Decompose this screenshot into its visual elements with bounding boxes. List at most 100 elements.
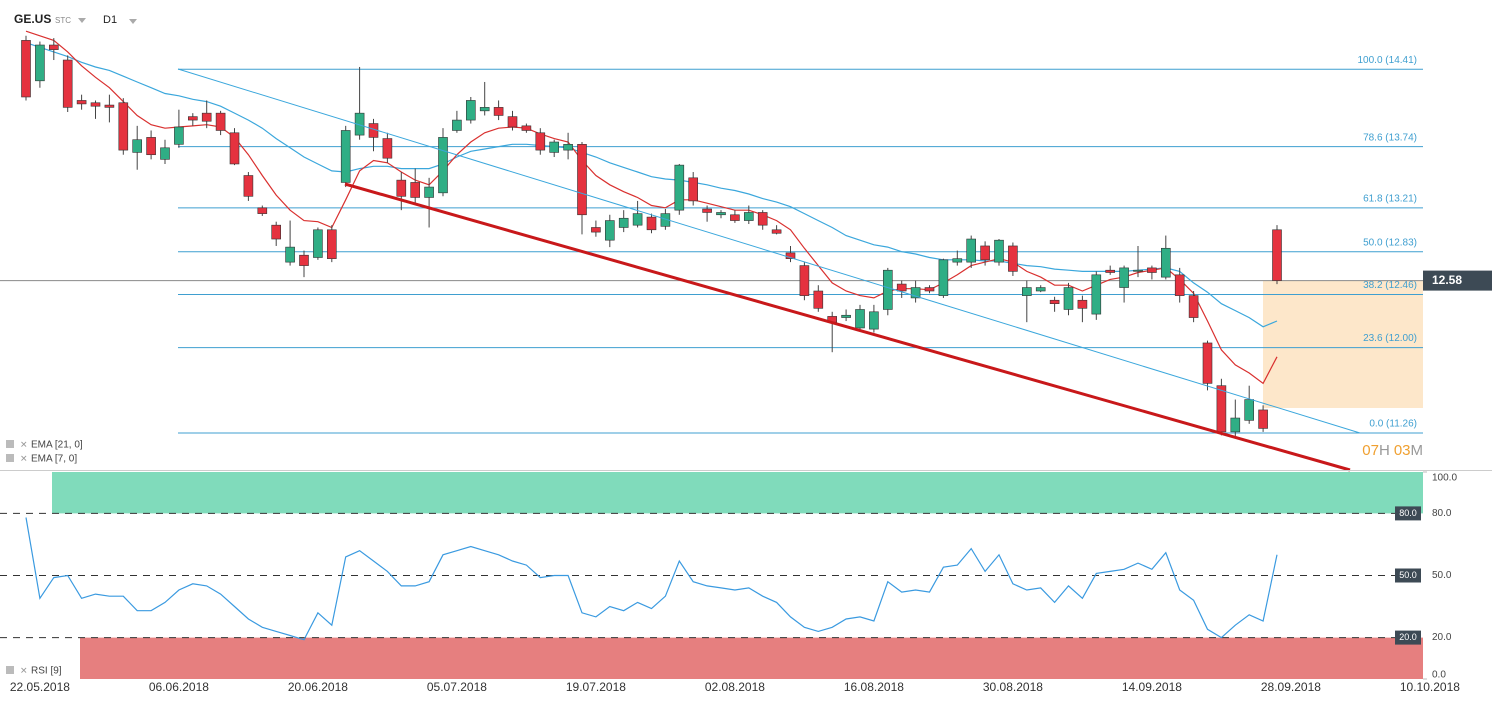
legend-icon[interactable] bbox=[6, 440, 14, 448]
candle-body bbox=[896, 283, 907, 292]
fib-label: 23.6 (12.00) bbox=[1363, 333, 1417, 344]
countdown-unit: M bbox=[1411, 442, 1424, 459]
close-icon[interactable]: ✕ bbox=[20, 439, 28, 449]
x-tick-label: 16.08.2018 bbox=[844, 680, 904, 694]
candle-body bbox=[1258, 409, 1268, 429]
candle-body bbox=[646, 216, 657, 231]
x-tick-label: 14.09.2018 bbox=[1122, 680, 1182, 694]
candle-body bbox=[340, 130, 351, 183]
candle-body bbox=[438, 137, 448, 194]
candle-body bbox=[1272, 229, 1282, 281]
legend-icon[interactable] bbox=[6, 454, 14, 462]
countdown-minutes: 03 bbox=[1394, 442, 1411, 459]
rsi-line bbox=[25, 517, 1278, 641]
y-tick-label: 80.0 bbox=[1432, 508, 1452, 519]
candle-body bbox=[855, 309, 865, 329]
candle-body bbox=[132, 139, 142, 153]
candle-body bbox=[869, 311, 879, 330]
x-tick-label: 05.07.2018 bbox=[427, 680, 487, 694]
candle-body bbox=[1008, 245, 1018, 272]
candle-body bbox=[48, 44, 59, 50]
candle-body bbox=[215, 112, 226, 131]
fib-label: 78.6 (13.74) bbox=[1363, 132, 1417, 143]
y-tick-label: 20.0 bbox=[1432, 632, 1452, 643]
symbol[interactable]: GE.US bbox=[14, 12, 51, 26]
candle-body bbox=[90, 102, 101, 107]
y-tick-label: 0.0 bbox=[1432, 670, 1446, 681]
fib-label: 61.8 (13.21) bbox=[1363, 193, 1417, 204]
x-tick-label: 10.10.2018 bbox=[1400, 680, 1460, 694]
fib-label: 0.0 (11.26) bbox=[1369, 419, 1417, 430]
rsi-zone bbox=[80, 637, 1423, 679]
fib-label: 38.2 (12.46) bbox=[1363, 280, 1417, 291]
candle-body bbox=[952, 258, 963, 263]
candle-body bbox=[1147, 267, 1157, 273]
candle-body bbox=[910, 287, 921, 299]
level-badge-label: 20.0 bbox=[1399, 632, 1417, 642]
candle-body bbox=[966, 238, 977, 263]
candle-body bbox=[563, 144, 573, 151]
candle-body bbox=[771, 229, 782, 234]
x-tick-label: 30.08.2018 bbox=[983, 680, 1043, 694]
trend-line bbox=[177, 68, 1361, 434]
candle-body bbox=[465, 100, 476, 121]
price-marks bbox=[21, 35, 1282, 438]
candle-body bbox=[716, 212, 726, 216]
candle-body bbox=[452, 119, 462, 131]
candle-body bbox=[326, 229, 337, 259]
candle-body bbox=[1244, 399, 1254, 421]
candle-body bbox=[1035, 287, 1046, 292]
candle-body bbox=[882, 269, 893, 310]
close-icon[interactable]: ✕ bbox=[20, 453, 28, 463]
instrument-type[interactable]: STC bbox=[55, 16, 71, 25]
candle-body bbox=[549, 141, 560, 153]
candle-body bbox=[1216, 385, 1227, 433]
candle-body bbox=[521, 125, 532, 131]
candle-body bbox=[702, 208, 712, 213]
price-panel: 100.0 (14.41) 78.6 (13.74) 61.8 (13.21) 50.… bbox=[0, 30, 1492, 434]
x-tick-label: 22.05.2018 bbox=[10, 680, 70, 694]
countdown-hours: 07 bbox=[1362, 442, 1379, 459]
candle-body bbox=[493, 107, 504, 116]
candle-body bbox=[35, 44, 45, 82]
candle-body bbox=[604, 220, 615, 241]
candle-body bbox=[743, 212, 754, 221]
candle-body bbox=[1105, 269, 1115, 273]
legend-icon[interactable] bbox=[6, 666, 14, 674]
candle-body bbox=[618, 217, 629, 228]
dropdown-arrow[interactable] bbox=[78, 18, 86, 23]
candle-body bbox=[799, 265, 810, 296]
candle-body bbox=[146, 137, 156, 156]
candle-body bbox=[188, 116, 198, 121]
interval[interactable]: D1 bbox=[103, 14, 117, 26]
candle-body bbox=[76, 100, 87, 105]
candle-body bbox=[1230, 417, 1241, 433]
candle-body bbox=[1021, 287, 1032, 296]
countdown: 07H 03M bbox=[1362, 442, 1423, 459]
candle-body bbox=[1049, 299, 1060, 305]
candle-body bbox=[1202, 342, 1213, 384]
level-badge-label: 50.0 bbox=[1399, 570, 1417, 580]
fib-label: 100.0 (14.41) bbox=[1358, 55, 1418, 66]
candle-body bbox=[424, 186, 434, 198]
candle-body bbox=[980, 245, 990, 261]
candle-body bbox=[1174, 274, 1185, 296]
x-tick-label: 20.06.2018 bbox=[288, 680, 348, 694]
candle-body bbox=[1119, 267, 1129, 288]
close-icon[interactable]: ✕ bbox=[20, 665, 28, 675]
level-badge bbox=[1395, 630, 1421, 645]
candle-body bbox=[243, 175, 254, 197]
candle-body bbox=[535, 132, 546, 151]
dropdown-arrow[interactable] bbox=[129, 19, 137, 24]
candle-body bbox=[354, 112, 365, 136]
candle-body bbox=[257, 207, 268, 214]
ema-line bbox=[25, 30, 1278, 385]
candle-body bbox=[160, 147, 170, 160]
candle-body bbox=[396, 179, 407, 197]
candle-body bbox=[688, 177, 699, 202]
candle-body bbox=[674, 164, 685, 211]
candle-body bbox=[938, 259, 949, 296]
candle-body bbox=[924, 287, 935, 292]
last-price-label: 12.58 bbox=[1432, 273, 1462, 287]
